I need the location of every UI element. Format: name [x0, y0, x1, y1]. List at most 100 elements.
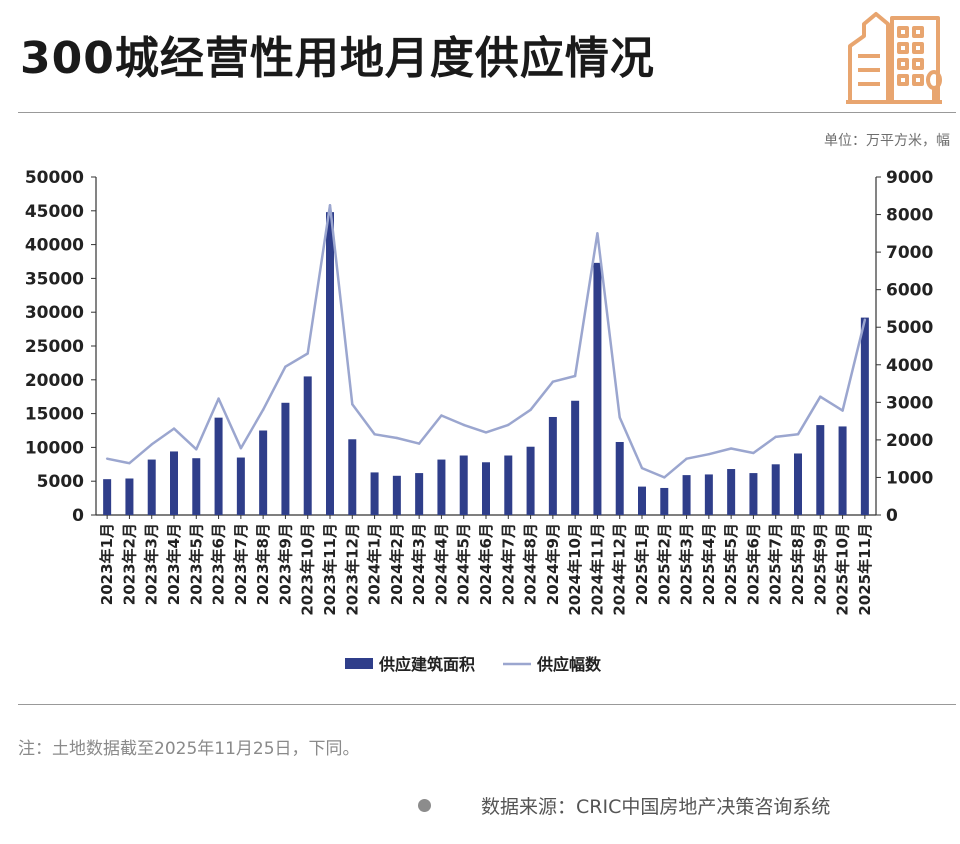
bar	[860, 317, 869, 515]
x-tick-label: 2023年12月	[343, 523, 361, 616]
x-tick-label: 2024年9月	[544, 523, 562, 605]
bar	[236, 457, 245, 515]
bar	[794, 453, 802, 515]
x-tick-label: 2025年8月	[789, 523, 807, 605]
right-tick-label: 5000	[886, 318, 933, 338]
right-tick-label: 1000	[886, 468, 933, 488]
chart: 0500010000150002000025000300003500040000…	[25, 168, 934, 674]
x-tick-label: 2023年8月	[254, 523, 272, 605]
line-point	[685, 457, 688, 460]
x-tick-label: 2023年11月	[321, 523, 339, 616]
x-tick-label: 2025年6月	[744, 523, 762, 605]
line-point	[128, 461, 131, 465]
left-tick-label: 5000	[37, 472, 84, 492]
bar	[259, 430, 268, 515]
line-point	[239, 446, 243, 450]
x-tick-label: 2024年3月	[410, 523, 428, 605]
line-point	[796, 433, 800, 436]
page-title: 300城经营性用地月度供应情况	[20, 33, 655, 84]
bar	[348, 439, 357, 515]
line-point	[440, 414, 443, 417]
bar	[571, 400, 580, 515]
left-tick-label: 10000	[25, 438, 84, 458]
bar	[615, 441, 624, 515]
bar	[437, 459, 446, 515]
line-point	[841, 409, 844, 412]
x-tick-label: 2023年5月	[187, 523, 205, 605]
legend-bar-label: 供应建筑面积	[378, 655, 475, 674]
bar	[682, 475, 691, 515]
bullet-dot-icon	[418, 799, 431, 812]
right-tick-label: 9000	[886, 168, 933, 188]
x-tick-label: 2023年7月	[232, 523, 250, 605]
x-tick-label: 2025年11月	[856, 523, 874, 616]
left-tick-label: 20000	[25, 371, 84, 391]
left-tick-label: 35000	[25, 269, 84, 289]
line-point	[752, 451, 755, 455]
line-point	[395, 436, 399, 440]
unit-label: 单位：万平方米，幅	[824, 133, 950, 149]
x-tick-label: 2024年2月	[388, 523, 406, 605]
bar	[660, 487, 669, 515]
bar	[504, 455, 513, 515]
bar	[482, 462, 490, 515]
bar	[415, 473, 424, 515]
bar	[214, 417, 223, 515]
bar	[147, 459, 156, 515]
bar	[749, 473, 758, 515]
right-tick-label: 3000	[886, 393, 933, 413]
x-tick-label: 2025年10月	[834, 523, 852, 616]
line-point	[707, 452, 711, 456]
line-point	[618, 416, 621, 419]
x-tick-label: 2025年1月	[633, 523, 651, 605]
x-tick-label: 2023年9月	[276, 523, 294, 605]
line-point	[195, 448, 198, 451]
line-point	[284, 365, 287, 368]
x-tick-label: 2024年7月	[499, 523, 517, 605]
x-tick-label: 2023年3月	[143, 523, 161, 605]
source-text: 数据来源：CRIC中国房地产决策咨询系统	[481, 796, 831, 818]
line-point	[351, 403, 354, 406]
line-point	[573, 374, 577, 378]
bar	[281, 402, 290, 515]
right-tick-label: 0	[886, 506, 898, 526]
bar	[727, 469, 736, 515]
bar	[303, 376, 312, 515]
x-tick-label: 2025年3月	[678, 523, 696, 605]
left-tick-label: 50000	[25, 168, 84, 188]
bar	[192, 458, 201, 515]
line-point	[150, 443, 153, 446]
line-point	[729, 447, 733, 450]
line-point	[529, 408, 532, 412]
x-tick-label: 2024年12月	[611, 523, 629, 616]
line-point	[328, 203, 332, 207]
bar	[392, 475, 401, 515]
legend-line-label: 供应幅数	[536, 655, 602, 674]
left-tick-label: 45000	[25, 202, 84, 222]
x-tick-label: 2024年11月	[588, 523, 606, 616]
x-tick-label: 2025年4月	[700, 523, 718, 605]
line-point	[596, 232, 599, 235]
x-tick-label: 2024年10月	[566, 523, 584, 616]
bar	[459, 455, 468, 515]
bar	[526, 446, 535, 515]
bar	[593, 262, 602, 515]
bar	[103, 479, 112, 515]
bar	[548, 416, 557, 515]
x-tick-label: 2023年2月	[120, 523, 138, 605]
line-point	[819, 395, 822, 398]
right-tick-label: 8000	[886, 206, 933, 226]
line-point	[484, 431, 488, 434]
left-tick-label: 40000	[25, 236, 84, 256]
building-icon	[842, 6, 946, 110]
bar	[816, 425, 825, 515]
line-point	[663, 476, 666, 479]
x-tick-label: 2024年4月	[432, 523, 450, 605]
line-point	[217, 397, 220, 400]
line-point	[462, 423, 465, 427]
right-tick-label: 2000	[886, 431, 933, 451]
line-point	[306, 352, 309, 355]
bar	[638, 486, 646, 515]
line-point	[105, 457, 109, 460]
line-point	[417, 442, 421, 445]
